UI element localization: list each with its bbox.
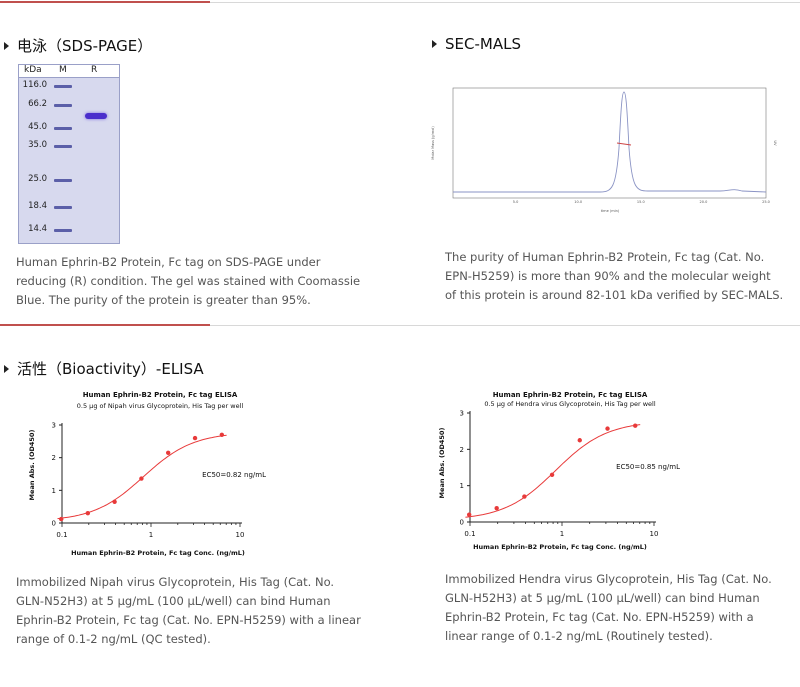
- y-tick-label: 0: [460, 519, 464, 527]
- elisa-plot-area: 0 1 2 3 0.1 1 10: [460, 410, 659, 539]
- elisa-nipah-description: Immobilized Nipah virus Glycoprotein, Hi…: [16, 575, 361, 646]
- gel-lane-header: kDa M R: [19, 65, 119, 78]
- elisa-chart-nipah: Human Ephrin-B2 Protein, Fc tag ELISA 0.…: [28, 391, 266, 557]
- x-tick-label: 10: [650, 530, 659, 538]
- bioactivity-title: 活性（Bioactivity）-ELISA: [17, 360, 204, 378]
- data-point: [85, 511, 91, 516]
- data-point: [59, 516, 64, 522]
- data-point: [139, 476, 144, 481]
- marker-label: 18.4: [28, 201, 47, 211]
- sec-mals-x-tick-label: 5.0: [513, 200, 519, 204]
- data-point: [494, 505, 499, 511]
- marker-label: 14.4: [28, 224, 47, 234]
- top-divider-accent: [0, 1, 210, 3]
- sec-mals-molar-mass-trace: [616, 142, 632, 146]
- y-tick-label: 2: [460, 446, 464, 454]
- lane-label-marker: M: [59, 65, 67, 75]
- marker-band: [54, 229, 72, 232]
- y-tick-label: 3: [460, 410, 464, 418]
- data-point: [466, 512, 472, 517]
- sec-mals-x-tick-label: 15.0: [637, 200, 645, 204]
- x-tick-label: 10: [236, 531, 245, 539]
- sec-mals-y2-axis-label: UV: [773, 141, 777, 147]
- sec-mals-x-axis-label: time (min): [601, 209, 620, 213]
- elisa-y-axis-label: Mean Abs. (OD450): [28, 430, 36, 501]
- sec-mals-plot-frame: [452, 87, 767, 199]
- marker-band: [54, 127, 72, 130]
- sds-page-gel-image: kDa M R 116.0 66.2 45.0 35.0 25.0 18.4 1…: [18, 64, 120, 244]
- bullet-triangle-icon: [4, 364, 9, 373]
- elisa-chart-hendra: Human Ephrin-B2 Protein, Fc tag ELISA 0.…: [438, 391, 680, 551]
- middle-divider: [0, 325, 800, 326]
- data-point: [605, 426, 610, 431]
- y-tick-label: 0: [52, 520, 56, 528]
- data-point: [633, 423, 638, 428]
- marker-band: [54, 179, 72, 182]
- marker-label: 35.0: [28, 140, 47, 150]
- marker-label: 66.2: [28, 99, 47, 109]
- sec-mals-y-axis-label: Molar Mass (g/mol): [431, 126, 435, 160]
- marker-label: 45.0: [28, 122, 47, 132]
- data-point: [192, 435, 198, 441]
- lane-label-kda: kDa: [24, 65, 42, 75]
- x-tick-label: 1: [149, 531, 153, 539]
- marker-band: [54, 145, 72, 148]
- x-tick-label: 1: [560, 530, 564, 538]
- fit-curve: [465, 424, 641, 518]
- sec-mals-description: The purity of Human Ephrin-B2 Protein, F…: [445, 250, 784, 302]
- elisa-y-axis-label: Mean Abs. (OD450): [438, 428, 446, 499]
- bioactivity-heading: 活性（Bioactivity）-ELISA: [4, 358, 204, 379]
- sec-mals-x-ticks: 5.0 10.0 15.0 20.0 25.0: [513, 200, 770, 204]
- top-divider: [0, 2, 800, 3]
- sec-mals-x-tick-label: 25.0: [762, 200, 770, 204]
- middle-divider-accent: [0, 324, 210, 326]
- elisa-x-axis-label: Human Ephrin-B2 Protein, Fc tag Conc. (n…: [71, 549, 245, 557]
- elisa-x-axis-label: Human Ephrin-B2 Protein, Fc tag Conc. (n…: [473, 543, 647, 551]
- bullet-triangle-icon: [432, 40, 437, 48]
- y-tick-label: 1: [52, 487, 56, 495]
- elisa-chart-subtitle: 0.5 μg of Hendra virus Glycoprotein, His…: [484, 400, 655, 408]
- sample-protein-band: [85, 113, 107, 119]
- bullet-triangle-icon: [4, 41, 9, 50]
- data-point: [522, 494, 527, 499]
- sec-mals-chart: 5.0 10.0 15.0 20.0 25.0 time (min) Molar Mas…: [420, 78, 778, 218]
- sec-mals-chart-background: [420, 78, 778, 218]
- data-point: [112, 499, 117, 504]
- lane-label-reducing: R: [91, 65, 98, 75]
- data-point: [165, 450, 171, 455]
- ec50-annotation: EC50=0.85 ng/mL: [616, 463, 680, 471]
- x-tick-label: 0.1: [56, 531, 67, 539]
- data-point: [549, 472, 555, 477]
- elisa-hendra-description: Immobilized Hendra virus Glycoprotein, H…: [445, 572, 772, 643]
- sec-mals-x-tick-label: 10.0: [574, 200, 582, 204]
- marker-band: [54, 85, 72, 88]
- y-tick-label: 2: [52, 454, 56, 462]
- y-tick-label: 1: [460, 482, 464, 490]
- ec50-annotation: EC50=0.82 ng/mL: [202, 471, 266, 479]
- marker-band: [54, 104, 72, 107]
- elisa-chart-title: Human Ephrin-B2 Protein, Fc tag ELISA: [493, 391, 648, 399]
- elisa-chart-title: Human Ephrin-B2 Protein, Fc tag ELISA: [83, 391, 238, 399]
- sds-page-heading: 电泳（SDS-PAGE）: [4, 35, 152, 56]
- elisa-plot-area: 0 1 2 3 0.1 1 10: [52, 422, 245, 540]
- sds-page-description: Human Ephrin-B2 Protein, Fc tag on SDS-P…: [16, 255, 361, 307]
- y-tick-label: 3: [52, 422, 56, 430]
- elisa-chart-subtitle: 0.5 μg of Nipah virus Glycoprotein, His …: [77, 402, 244, 410]
- x-tick-label: 0.1: [464, 530, 475, 538]
- sds-page-title: 电泳（SDS-PAGE）: [17, 37, 153, 55]
- sec-mals-uv-trace: [453, 91, 767, 193]
- marker-label: 116.0: [22, 80, 47, 90]
- marker-band: [54, 206, 72, 209]
- sec-mals-title: SEC-MALS: [445, 35, 521, 53]
- data-point: [577, 438, 582, 443]
- sec-mals-heading: SEC-MALS: [432, 35, 521, 53]
- data-point: [219, 432, 225, 437]
- marker-label: 25.0: [28, 174, 47, 184]
- sec-mals-x-tick-label: 20.0: [700, 200, 708, 204]
